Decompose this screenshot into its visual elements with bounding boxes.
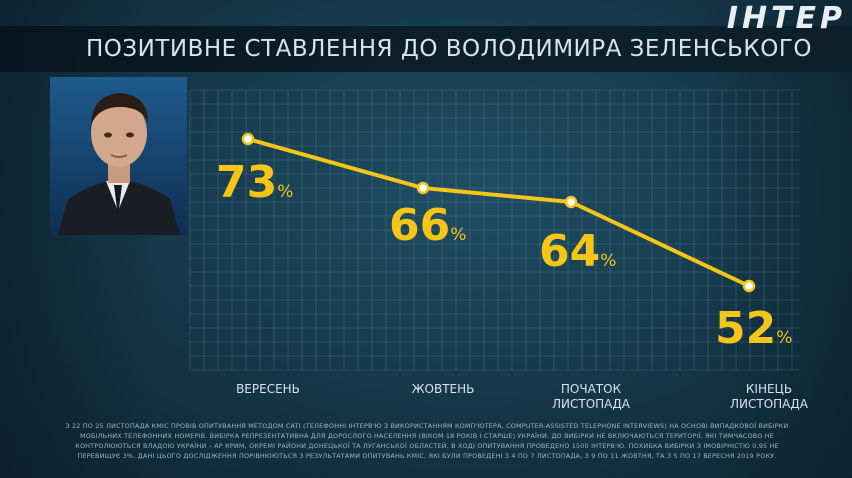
x-axis-labels: ВЕРЕСЕНЬ ЖОВТЕНЬ ПОЧАТОК ЛИСТОПАДА КІНЕЦЬ ЛИС… (236, 382, 809, 411)
portrait-photo (50, 77, 187, 235)
data-point (241, 132, 255, 146)
data-points (241, 132, 756, 293)
data-point (742, 279, 756, 293)
data-label: 66% (389, 200, 466, 251)
title-bar (0, 26, 852, 72)
series-polyline (247, 137, 750, 288)
channel-logo: ІНТЕР (726, 1, 846, 36)
line-chart: 73% 66% 64% 52% ВЕРЕСЕНЬ ЖОВТЕНЬ ПОЧАТОК ЛИСТО… (189, 89, 809, 411)
data-point (416, 181, 430, 195)
portrait-illustration (50, 77, 187, 235)
chart-grid (189, 89, 800, 371)
survey-methodology-note: З 22 ПО 25 ЛИСТОПАДА КМІС ПРОВІВ ОПИТУВА… (65, 422, 789, 460)
x-tick-label: ВЕРЕСЕНЬ (236, 382, 300, 396)
x-tick-label: КІНЕЦЬ ЛИСТОПАДА (730, 382, 809, 411)
series-line (247, 137, 750, 288)
data-labels: 73% 66% 64% 52% (216, 157, 792, 354)
data-point (564, 195, 578, 209)
x-tick-label: ЖОВТЕНЬ (412, 382, 475, 396)
data-label: 73% (216, 157, 293, 208)
chart-title: ПОЗИТИВНЕ СТАВЛЕННЯ ДО ВОЛОДИМИРА ЗЕЛЕНС… (86, 36, 812, 62)
x-tick-label: ПОЧАТОК ЛИСТОПАДА (552, 382, 631, 411)
data-label: 52% (715, 303, 792, 354)
data-label: 64% (539, 226, 616, 277)
